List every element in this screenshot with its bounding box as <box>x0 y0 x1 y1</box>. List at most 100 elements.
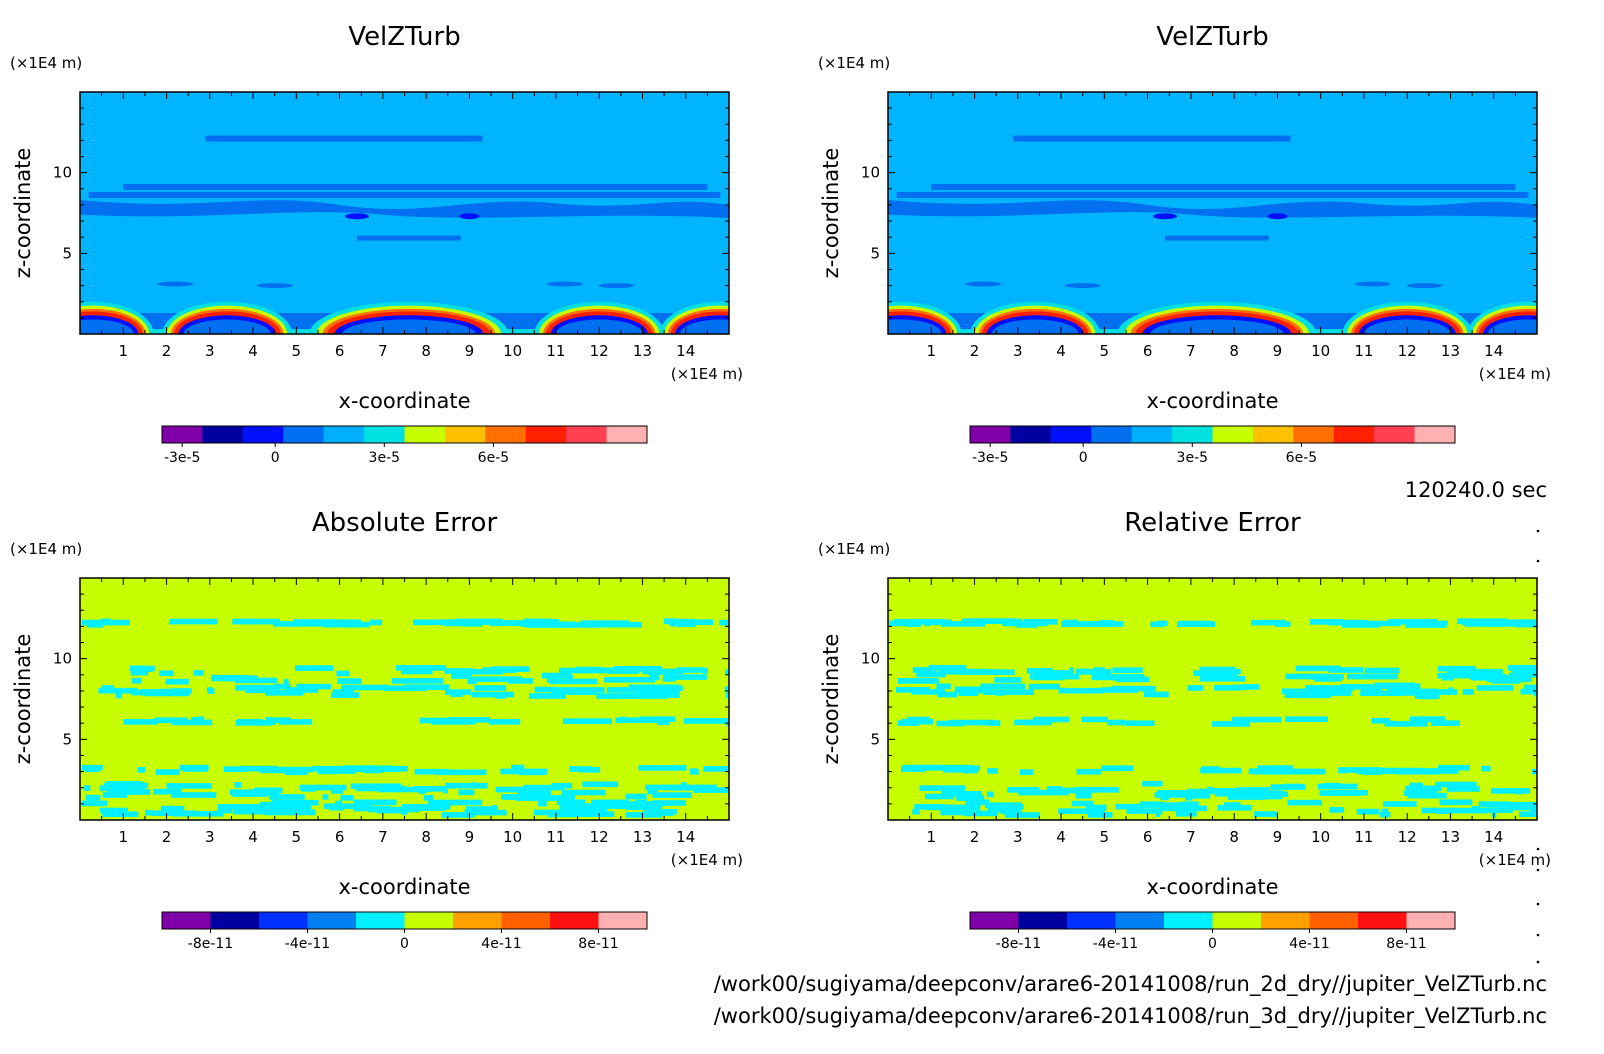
contour-cell <box>1075 792 1092 799</box>
contour-cell <box>1207 786 1214 793</box>
colorbar-swatch <box>1309 912 1359 929</box>
contour-cell <box>273 683 291 690</box>
contour-cell <box>1028 719 1046 726</box>
colorbar-swatch <box>970 426 1011 443</box>
colorbar-swatch <box>550 912 599 929</box>
contour-cell <box>1179 620 1211 627</box>
contour-cell <box>1530 808 1537 814</box>
x-tick-label: 5 <box>1100 828 1110 846</box>
contour-cell <box>1287 799 1323 806</box>
contour-cell <box>996 690 1005 696</box>
contour-cell <box>1099 619 1114 626</box>
contour-cell <box>153 788 182 795</box>
contour-cell <box>235 720 272 726</box>
contour-cell <box>82 800 108 807</box>
colorbar-swatch <box>1293 426 1335 443</box>
contour-cell <box>896 687 931 693</box>
contour-cell <box>897 678 939 684</box>
colorbar-swatch <box>1010 426 1052 443</box>
contour-cell <box>559 667 609 674</box>
x-tick-label: 4 <box>248 342 258 360</box>
contour-cell <box>940 621 986 627</box>
contour-cell <box>460 620 482 627</box>
x-tick-label: 8 <box>1229 828 1239 846</box>
contour-cell <box>643 810 674 816</box>
contour-cell <box>471 691 515 698</box>
contour-cell <box>719 619 729 626</box>
contour-cell <box>1199 675 1246 682</box>
colorbar-tick-label: 3e-5 <box>1177 450 1208 466</box>
contour-cell <box>450 691 463 697</box>
contour-cell <box>1281 688 1306 695</box>
margin-dot <box>1536 529 1540 533</box>
colorbar-swatch <box>1406 912 1456 929</box>
x-tick-label: 14 <box>676 342 695 360</box>
colorbar-tick-label: 8e-11 <box>578 936 618 952</box>
plot-area <box>888 578 1537 820</box>
contour-cell <box>1310 619 1343 625</box>
contour-cell <box>472 676 523 683</box>
colorbar-tick-label: -4e-11 <box>1093 936 1138 952</box>
contour-band <box>205 135 483 142</box>
contour-cell <box>1200 767 1242 774</box>
contour-cell <box>940 791 982 797</box>
contour-cell <box>474 685 507 691</box>
contour-cell <box>561 789 606 796</box>
contour-band <box>888 200 1537 218</box>
contour-cell <box>1231 684 1246 691</box>
contour-cell <box>1381 683 1421 689</box>
contour-cell <box>663 674 707 680</box>
y-axis-title: z-coordinate <box>11 148 35 279</box>
contour-cell <box>1411 768 1459 774</box>
colorbar-tick-label: 0 <box>1208 936 1217 952</box>
panel-2: VelZTurb(×1E4 m)1 2 3 4 5 6 7 8 9 10 11 12 13 14(×1E4… <box>818 22 1551 466</box>
contour-cell <box>193 670 204 676</box>
contour-cell <box>412 619 462 626</box>
contour-cell <box>919 785 966 791</box>
contour-cell <box>1388 618 1438 625</box>
colorbar-tick-label: 6e-5 <box>1286 450 1317 466</box>
contour-cell <box>561 807 608 814</box>
y-tick-label: 10 <box>861 650 880 668</box>
contour-band <box>1013 135 1291 142</box>
contour-cell <box>1064 283 1101 289</box>
contour-cell <box>1531 804 1537 811</box>
contour-cell <box>266 717 291 724</box>
contour-cell <box>446 619 454 625</box>
contour-cell <box>1371 717 1390 724</box>
contour-cell <box>534 686 558 693</box>
margin-dot <box>1536 902 1540 906</box>
contour-cell <box>1193 670 1238 676</box>
contour-cell <box>1004 812 1041 818</box>
contour-cell <box>490 620 502 627</box>
contour-cell <box>1478 801 1510 808</box>
contour-cell <box>191 717 205 723</box>
contour-cell <box>296 683 331 690</box>
contour-cell <box>343 766 386 773</box>
contour-cell <box>1295 665 1341 672</box>
contour-cell <box>1232 716 1282 723</box>
x-tick-label: 13 <box>633 828 652 846</box>
plot-area <box>80 92 729 334</box>
contour-band <box>1164 235 1269 241</box>
colorbar-swatch <box>525 426 567 443</box>
contour-cell <box>155 769 180 775</box>
x-tick-label: 6 <box>335 342 345 360</box>
contour-cell <box>1157 620 1168 627</box>
contour-cell <box>593 667 630 674</box>
contour-cell <box>557 687 605 693</box>
contour-cell <box>1519 811 1537 817</box>
contour-cell <box>606 687 644 693</box>
contour-cell <box>1524 684 1537 691</box>
colorbar-swatch <box>1333 426 1375 443</box>
colorbar: -8e-11 -4e-11 0 4e-11 8e-11 <box>969 911 1456 952</box>
contour-cell <box>523 784 564 791</box>
contour-cell <box>1381 808 1389 815</box>
contour-cell <box>987 791 994 798</box>
contour-cell <box>102 792 128 798</box>
contour-cell <box>642 668 685 675</box>
contour-cell <box>1500 804 1537 811</box>
colorbar-swatch <box>1164 912 1213 929</box>
x-unit-label: (×1E4 m) <box>671 365 743 383</box>
contour-cell <box>1431 720 1460 726</box>
